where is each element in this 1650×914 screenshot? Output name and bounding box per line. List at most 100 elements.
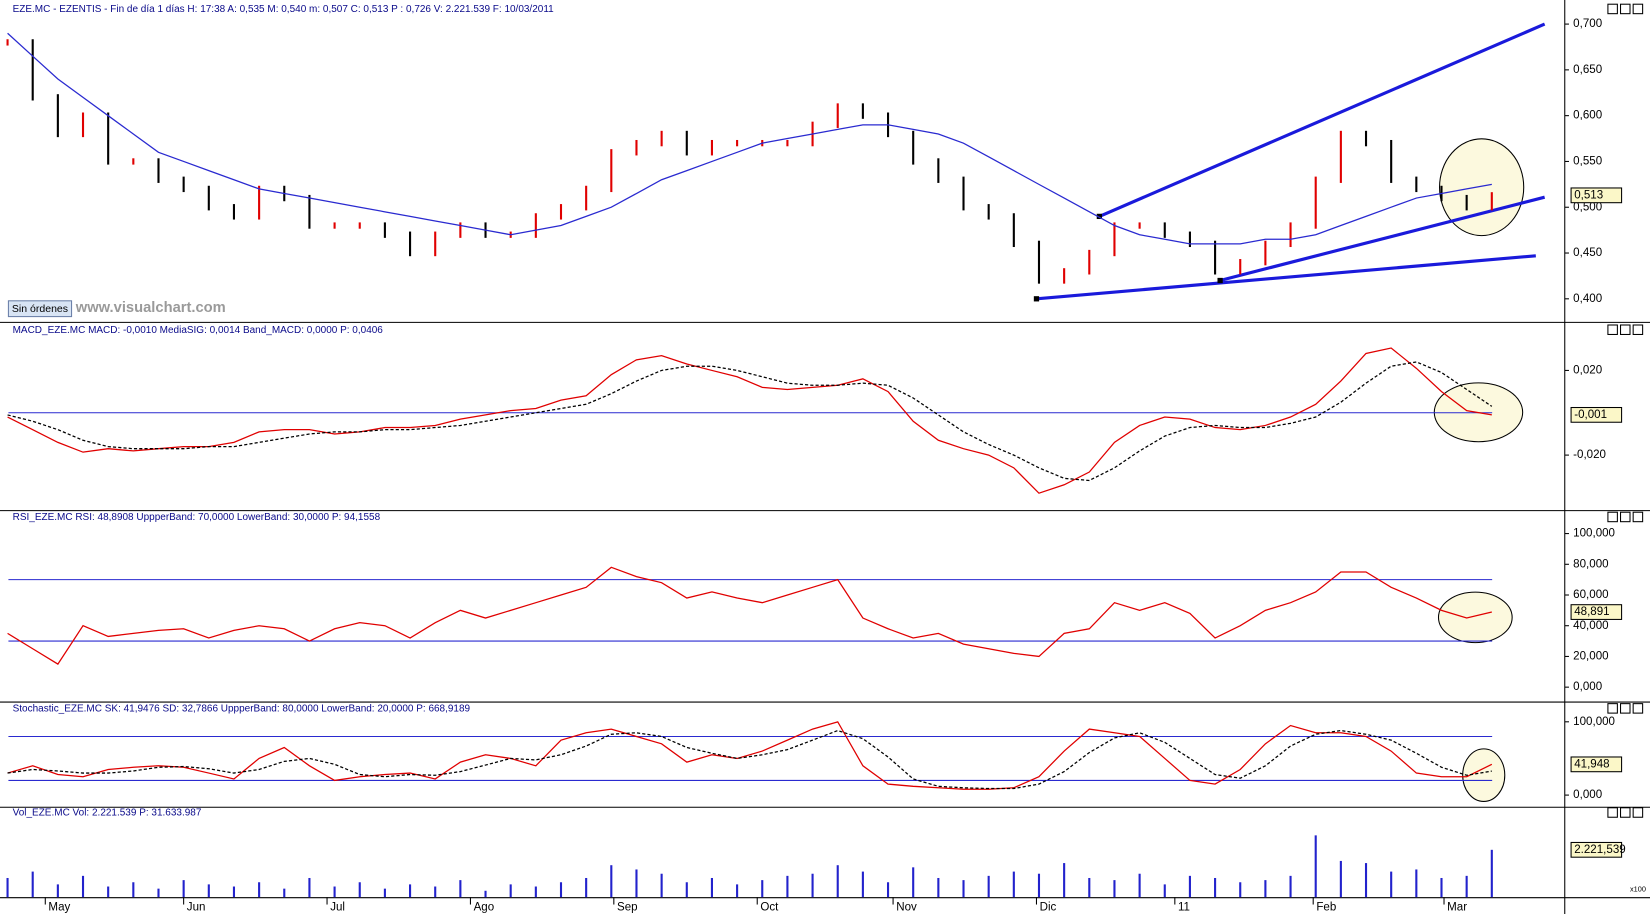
y-tick-label: 0,650	[1573, 64, 1602, 76]
volume-bar	[1088, 877, 1091, 898]
volume-bar	[1364, 863, 1368, 898]
y-tick-label: 0,020	[1573, 364, 1602, 376]
x-tick-label: Dic	[1040, 902, 1057, 914]
volume-bar	[1289, 875, 1292, 898]
y-tick-label: 40,000	[1573, 620, 1608, 632]
x-tick-label: Oct	[760, 902, 779, 914]
sin-ordenes-button[interactable]: Sin órdenes	[7, 300, 73, 318]
volume-bar	[383, 888, 386, 898]
last-value-box	[1570, 604, 1623, 620]
volume-bar	[56, 884, 59, 898]
y-tick-label: 100,000	[1573, 716, 1615, 728]
trend-line	[1098, 22, 1546, 218]
window-button[interactable]	[1632, 3, 1644, 15]
window-button[interactable]	[1607, 807, 1618, 818]
volume-bar	[157, 888, 160, 898]
volume-bar	[1037, 873, 1041, 898]
volume-bar	[1239, 882, 1242, 898]
y-tick-label: 60,000	[1573, 589, 1608, 601]
volume-bar	[1490, 849, 1493, 898]
volume-bar	[1163, 884, 1166, 898]
last-value-box	[1570, 187, 1623, 204]
x-tick-label: May	[48, 902, 70, 914]
button-label[interactable]: Sin órdenes	[12, 303, 68, 315]
volume-bar	[937, 877, 940, 898]
volume-bar	[987, 875, 990, 898]
volume-bar	[459, 880, 462, 898]
volume-bar	[107, 886, 110, 898]
highlight-circle	[1439, 138, 1525, 237]
volume-bar	[962, 880, 965, 898]
volume-bar	[786, 875, 789, 898]
volume-bar	[1188, 875, 1191, 898]
window-button[interactable]	[1620, 511, 1631, 523]
volume-bar	[182, 880, 185, 898]
y-tick-label: 0,400	[1573, 293, 1602, 305]
last-value-label: 0,513	[1574, 189, 1603, 201]
last-value-box	[1570, 756, 1623, 773]
window-button[interactable]	[1620, 324, 1631, 335]
y-tick-label: 0,500	[1573, 201, 1602, 213]
panel-title: Vol_EZE.MC Vol: 2.221.539 P: 31.633.987	[13, 808, 202, 819]
window-button[interactable]	[1607, 3, 1618, 15]
series-line	[7, 361, 1493, 482]
volume-bar	[6, 877, 9, 898]
volume-bar	[1415, 869, 1418, 898]
watermark: www.visualchart.com	[75, 300, 226, 316]
y-tick-label: 0,700	[1573, 18, 1602, 30]
last-value-box	[1570, 841, 1623, 858]
y-tick-label: 0,550	[1573, 156, 1602, 168]
window-button[interactable]	[1620, 3, 1631, 15]
volume-bar	[31, 871, 34, 898]
x-tick-label: Jul	[330, 902, 345, 914]
volume-bar	[886, 882, 890, 898]
trend-anchor	[1033, 296, 1040, 302]
panel-title: RSI_EZE.MC RSI: 48,8908 UppperBand: 70,0…	[13, 512, 381, 523]
window-button[interactable]	[1607, 324, 1618, 335]
volume-bar	[635, 869, 638, 898]
x-tick-label: Feb	[1316, 902, 1336, 914]
volume-bar	[484, 890, 487, 898]
panel-title: Stochastic_EZE.MC SK: 41,9476 SD: 32,786…	[13, 704, 471, 715]
window-button[interactable]	[1620, 703, 1631, 714]
window-button[interactable]	[1632, 511, 1644, 523]
highlight-circle	[1437, 591, 1513, 644]
series-line	[7, 566, 1492, 665]
volume-bar	[1264, 880, 1267, 898]
y-tick-label: 100,000	[1573, 528, 1615, 540]
volume-bar	[1440, 877, 1443, 898]
volume-bar	[1138, 873, 1141, 898]
volume-bar	[1063, 863, 1066, 898]
y-tick-label: 0,600	[1573, 110, 1602, 122]
x-tick-label: Nov	[896, 902, 917, 914]
volume-bar	[207, 884, 210, 898]
panel-title: MACD_EZE.MC MACD: -0,0010 MediaSIG: 0,00…	[13, 325, 384, 336]
y-tick-label: 0,000	[1573, 681, 1602, 693]
y-tick-label: 20,000	[1573, 650, 1608, 662]
volume-bar	[1465, 875, 1468, 898]
last-value-label: 48,891	[1574, 606, 1609, 618]
volume-bar	[509, 884, 512, 898]
button[interactable]	[7, 300, 73, 318]
volume-bar	[1012, 871, 1015, 898]
window-button[interactable]	[1632, 807, 1644, 818]
volume-bar	[861, 871, 864, 898]
volume-bar	[1314, 835, 1317, 898]
panel-title: EZE.MC - EZENTIS - Fin de día 1 días H: …	[13, 4, 555, 15]
window-button[interactable]	[1632, 703, 1644, 714]
x-tick-label: 11	[1178, 902, 1190, 914]
last-value-box	[1570, 406, 1623, 423]
volume-bar	[308, 877, 311, 898]
volume-bar	[761, 880, 764, 898]
trend-line	[1036, 254, 1536, 301]
volume-bar	[1339, 860, 1342, 898]
series-line	[7, 32, 1492, 245]
window-button[interactable]	[1607, 703, 1618, 714]
volume-bar	[585, 877, 588, 898]
window-button[interactable]	[1632, 324, 1644, 335]
window-button[interactable]	[1620, 807, 1631, 818]
trend-anchor	[1096, 213, 1102, 220]
window-button[interactable]	[1607, 511, 1618, 523]
volume-bar	[836, 865, 839, 898]
